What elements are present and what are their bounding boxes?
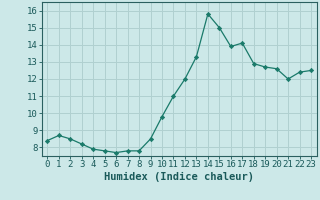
X-axis label: Humidex (Indice chaleur): Humidex (Indice chaleur) [104,172,254,182]
